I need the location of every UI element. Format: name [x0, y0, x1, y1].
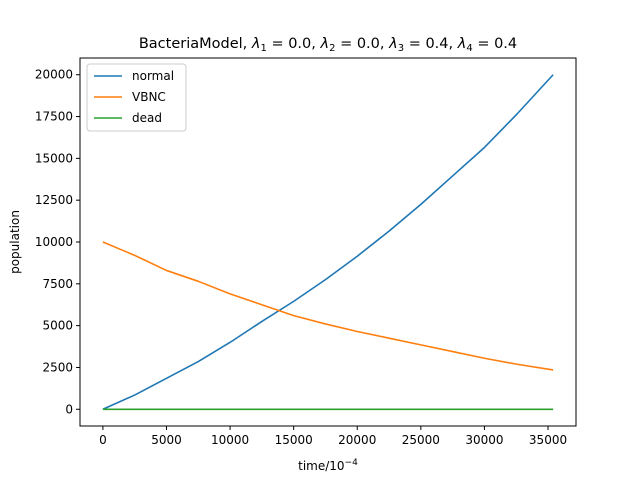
x-tick-label: 10000: [211, 433, 249, 447]
legend-label-normal: normal: [132, 69, 174, 83]
x-tick-label: 20000: [338, 433, 376, 447]
y-tick-label: 20000: [35, 68, 73, 82]
y-tick-label: 2500: [42, 360, 73, 374]
x-tick-label: 35000: [529, 433, 567, 447]
x-axis-label: time/10−4: [298, 458, 358, 473]
y-tick-label: 10000: [35, 235, 73, 249]
legend-label-dead: dead: [132, 111, 162, 125]
series-line-vbnc: [102, 241, 554, 371]
y-axis-label: population: [8, 210, 22, 274]
legend: normal VBNC dead: [86, 63, 187, 132]
legend-label-vbnc: VBNC: [132, 90, 166, 104]
y-tick-label: 5000: [42, 319, 73, 333]
legend-box: [86, 63, 187, 132]
chart-title: BacteriaModel, λ1 = 0.0, λ2 = 0.0, λ3 = …: [139, 36, 517, 54]
series-layer: [102, 74, 554, 411]
y-tick-label: 12500: [35, 193, 73, 207]
y-tick-label: 17500: [35, 110, 73, 124]
x-tick-label: 5000: [151, 433, 182, 447]
x-tick-label: 0: [99, 433, 107, 447]
y-tick-label: 15000: [35, 151, 73, 165]
x-tick-label: 25000: [402, 433, 440, 447]
x-tick-label: 15000: [275, 433, 313, 447]
series-line-normal: [102, 74, 554, 411]
x-tick-label: 30000: [465, 433, 503, 447]
y-tick-label: 0: [65, 402, 73, 416]
ticks-layer: 0 5000 10000 15000 20000 25000 30000 35000 0 2500…: [35, 68, 567, 447]
y-tick-label: 7500: [42, 277, 73, 291]
plot-frame: [79, 57, 577, 427]
